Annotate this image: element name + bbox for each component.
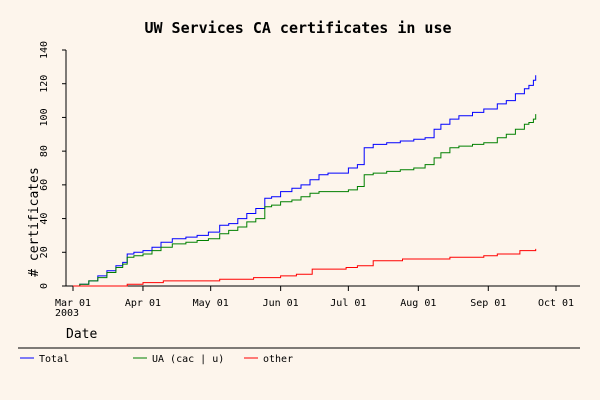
legend-label-0: Total <box>39 354 69 365</box>
y-tick-label: 100 <box>39 108 50 126</box>
y-tick-label: 40 <box>39 213 50 225</box>
x-tick-label: Oct 01 <box>538 298 574 309</box>
x-axis-year-label: 2003 <box>55 308 79 319</box>
chart-title: UW Services CA certificates in use <box>144 19 451 37</box>
series-line-1 <box>73 114 537 287</box>
legend-label-2: other <box>263 354 293 365</box>
legend-label-1: UA (cac | u) <box>152 354 224 365</box>
y-tick-label: 20 <box>39 246 50 258</box>
legend: Total UA (cac | u) other <box>20 354 293 365</box>
y-axis-ticks: 0 20 40 60 80 100 120 140 <box>39 41 66 289</box>
x-axis-ticks: Mar 01 Apr 01 May 01 Jun 01 Jul 01 Aug 01 Sep … <box>55 286 574 309</box>
x-tick-label: May 01 <box>193 298 229 309</box>
y-tick-label: 120 <box>39 75 50 93</box>
x-tick-label: Jul 01 <box>330 298 366 309</box>
x-tick-label: Jun 01 <box>263 298 299 309</box>
x-axis-title: Date <box>66 327 97 342</box>
x-tick-label: Aug 01 <box>400 298 436 309</box>
x-tick-label: Sep 01 <box>470 298 506 309</box>
y-tick-label: 80 <box>39 145 50 157</box>
series-line-2 <box>73 248 537 287</box>
x-tick-label: Mar 01 <box>55 298 91 309</box>
x-tick-label: Apr 01 <box>125 298 161 309</box>
y-tick-label: 140 <box>39 41 50 59</box>
plot-frame <box>65 50 580 287</box>
y-axis-title: # certificates <box>27 167 42 277</box>
y-tick-label: 60 <box>39 179 50 191</box>
series-lines <box>73 75 537 287</box>
series-line-0 <box>73 75 537 287</box>
y-tick-label: 0 <box>39 283 50 289</box>
